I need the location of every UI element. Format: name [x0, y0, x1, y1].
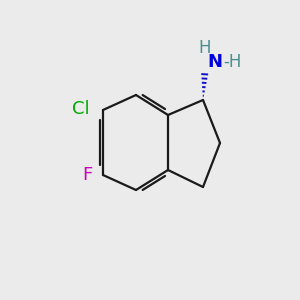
Text: N: N [208, 53, 223, 71]
Text: -H: -H [223, 53, 242, 71]
Text: F: F [82, 166, 92, 184]
Text: H: H [199, 39, 211, 57]
Text: Cl: Cl [72, 100, 90, 118]
